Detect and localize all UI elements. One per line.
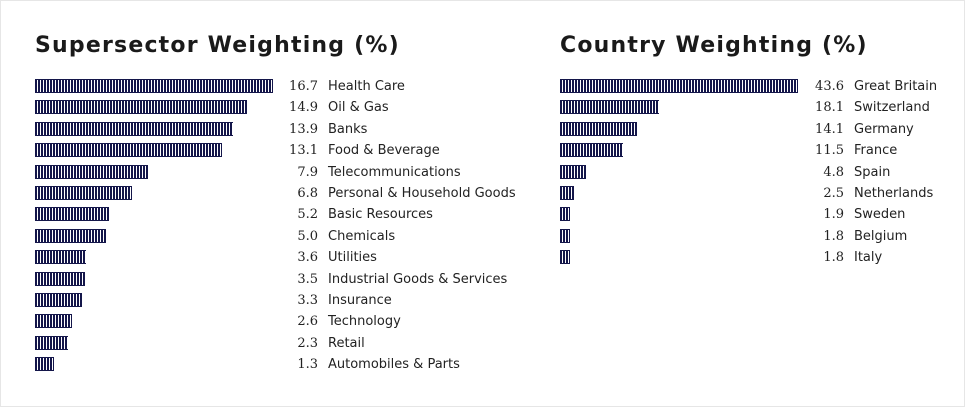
- bar: [560, 186, 574, 200]
- bar-row: 18.1 Switzerland: [560, 97, 955, 118]
- value-label: 3.6: [297, 250, 318, 266]
- bar: [35, 314, 72, 329]
- value-label: 14.1: [815, 121, 844, 137]
- value-label: 3.3: [297, 293, 318, 308]
- bar-row: 1.8 Italy: [560, 247, 955, 268]
- bar: [35, 164, 148, 179]
- value-label: 2.5: [823, 186, 844, 201]
- bar: [560, 250, 570, 265]
- bar: [35, 207, 109, 222]
- bar: [35, 79, 273, 93]
- bar: [35, 100, 247, 115]
- category-label: Sweden: [854, 207, 906, 223]
- bar-row: 5.0 Chemicals: [35, 226, 535, 247]
- chart-title: Supersector Weighting (%): [35, 33, 400, 58]
- value-label: 5.2: [297, 207, 318, 223]
- bar-row: 6.8 Personal & Household Goods: [35, 183, 535, 204]
- value-label: 13.1: [289, 143, 318, 159]
- category-label: Italy: [854, 250, 883, 266]
- chart-title: Country Weighting (%): [560, 33, 868, 58]
- category-label: Insurance: [328, 293, 392, 308]
- category-label: Belgium: [854, 228, 908, 244]
- value-label: 5.0: [297, 228, 318, 244]
- category-label: Automobiles & Parts: [328, 357, 460, 373]
- bar-row: 4.8 Spain: [560, 162, 955, 183]
- value-label: 2.3: [297, 335, 318, 351]
- value-label: 16.7: [289, 79, 318, 94]
- bar-row: 13.1 Food & Beverage: [35, 140, 535, 161]
- bar: [560, 121, 637, 136]
- bar: [560, 207, 570, 222]
- value-label: 18.1: [815, 100, 844, 116]
- bar-row: 2.3 Retail: [35, 333, 535, 354]
- bar-row: 14.9 Oil & Gas: [35, 97, 535, 118]
- category-label: Switzerland: [854, 100, 930, 116]
- category-label: Utilities: [328, 250, 377, 266]
- bar-row: 43.6 Great Britain: [560, 76, 955, 97]
- bar: [35, 335, 68, 350]
- value-label: 43.6: [815, 79, 844, 94]
- category-label: Telecommunications: [328, 164, 461, 180]
- bar: [35, 228, 106, 243]
- country-chart: Country Weighting (%) 43.6 Great Britain 1…: [560, 28, 955, 265]
- category-label: Personal & Household Goods: [328, 186, 516, 201]
- bar-row: 14.1 Germany: [560, 119, 955, 140]
- bar: [560, 79, 798, 93]
- category-label: Netherlands: [854, 186, 934, 201]
- bar: [560, 164, 586, 179]
- bar-row: 7.9 Telecommunications: [35, 162, 535, 183]
- category-label: Food & Beverage: [328, 143, 440, 159]
- category-label: Basic Resources: [328, 207, 433, 223]
- value-label: 1.8: [823, 250, 844, 266]
- value-label: 1.3: [297, 357, 318, 373]
- category-label: Oil & Gas: [328, 100, 389, 116]
- bar: [35, 293, 82, 307]
- bar-row: 3.3 Insurance: [35, 290, 535, 311]
- bar-row: 1.8 Belgium: [560, 226, 955, 247]
- bar-row: 1.3 Automobiles & Parts: [35, 354, 535, 375]
- bar-row: 3.6 Utilities: [35, 247, 535, 268]
- bar: [560, 100, 659, 115]
- bar-row: 3.5 Industrial Goods & Services: [35, 269, 535, 290]
- category-label: Health Care: [328, 79, 405, 94]
- value-label: 11.5: [815, 143, 844, 159]
- category-label: Retail: [328, 335, 365, 351]
- value-label: 14.9: [289, 100, 318, 116]
- value-label: 7.9: [297, 164, 318, 180]
- bar: [35, 250, 86, 265]
- bar: [35, 143, 222, 158]
- bar-row: 13.9 Banks: [35, 119, 535, 140]
- category-label: Germany: [854, 121, 914, 137]
- bar: [560, 143, 623, 158]
- category-label: Industrial Goods & Services: [328, 271, 508, 287]
- value-label: 13.9: [289, 121, 318, 137]
- bar-row: 2.5 Netherlands: [560, 183, 955, 204]
- value-label: 6.8: [297, 186, 318, 201]
- bar-row: 5.2 Basic Resources: [35, 204, 535, 225]
- bar: [35, 121, 233, 136]
- category-label: Great Britain: [854, 79, 938, 94]
- supersector-chart: Supersector Weighting (%) 16.7 Health Car…: [35, 28, 535, 372]
- value-label: 2.6: [297, 314, 318, 330]
- bar: [35, 271, 85, 286]
- bar-row: 1.9 Sweden: [560, 204, 955, 225]
- category-label: Banks: [328, 121, 368, 137]
- category-label: Technology: [328, 314, 401, 330]
- value-label: 3.5: [297, 271, 318, 287]
- category-label: Chemicals: [328, 228, 396, 244]
- value-label: 1.9: [823, 207, 844, 223]
- category-label: France: [854, 143, 898, 159]
- value-label: 1.8: [823, 228, 844, 244]
- bar-row: 11.5 France: [560, 140, 955, 161]
- value-label: 4.8: [823, 164, 844, 180]
- bar: [35, 186, 132, 200]
- bar: [35, 357, 54, 372]
- bar: [560, 228, 570, 243]
- bar-row: 16.7 Health Care: [35, 76, 535, 97]
- bar-row: 2.6 Technology: [35, 311, 535, 332]
- category-label: Spain: [854, 164, 891, 180]
